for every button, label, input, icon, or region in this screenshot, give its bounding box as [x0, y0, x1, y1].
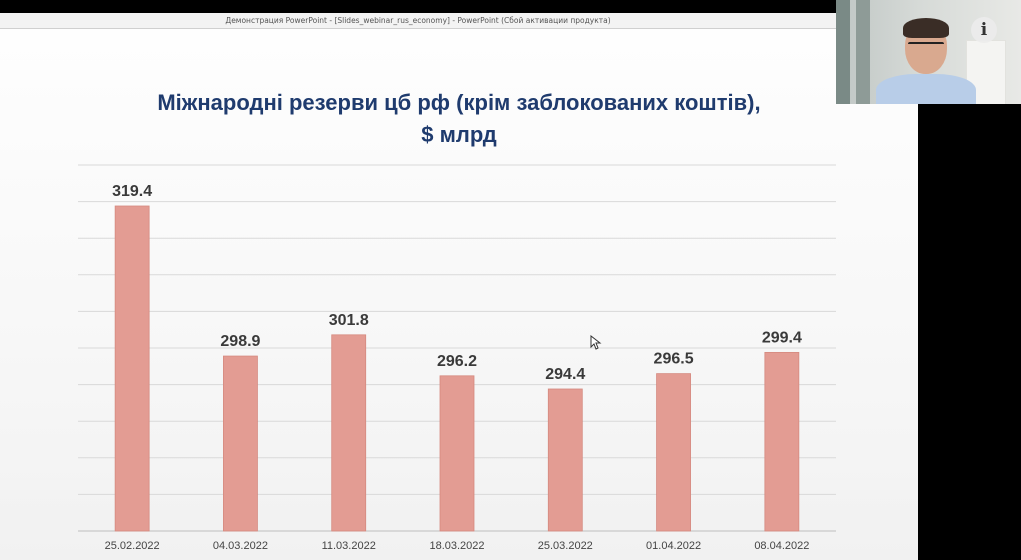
presenter-glasses — [908, 42, 944, 53]
slide-title-line2: $ млрд — [421, 122, 497, 147]
data-label: 296.2 — [437, 353, 477, 370]
cam-wall-panel — [856, 0, 870, 104]
presenter-body — [876, 74, 976, 104]
presentation-slide: Міжнародні резерви цб рф (крім заблокова… — [0, 29, 918, 560]
x-tick-label: 25.03.2022 — [538, 540, 593, 552]
window-title-bar: Демонстрация PowerPoint - [Slides_webina… — [0, 13, 836, 29]
x-tick-label: 08.04.2022 — [754, 540, 809, 552]
bar — [547, 388, 583, 532]
window-title: Демонстрация PowerPoint - [Slides_webina… — [225, 16, 611, 25]
data-label: 296.5 — [654, 351, 694, 368]
x-tick-label: 04.03.2022 — [213, 540, 268, 552]
bar — [656, 373, 691, 532]
x-tick-label: 01.04.2022 — [646, 540, 701, 552]
x-tick-label: 18.03.2022 — [429, 540, 484, 552]
x-tick-label: 11.03.2022 — [322, 540, 376, 552]
info-icon-label: i — [980, 20, 988, 40]
slide-title-line1: Міжнародні резерви цб рф (крім заблокова… — [157, 90, 761, 115]
mouse-cursor-icon — [590, 335, 602, 350]
bar — [439, 375, 475, 532]
slide-title: Міжнародні резерви цб рф (крім заблокова… — [0, 87, 918, 151]
presenter-hair — [903, 18, 949, 38]
x-tick-label: 25.02.2022 — [105, 540, 160, 552]
data-label: 298.9 — [220, 333, 260, 350]
bar-chart: 319.4 25.02.2022 298.9 04.03.2022 301.8 11.03… — [78, 164, 836, 552]
info-icon[interactable]: i — [971, 17, 997, 43]
bar — [764, 351, 800, 532]
data-label: 319.4 — [112, 183, 152, 200]
data-label: 301.8 — [329, 312, 369, 329]
webcam-video — [836, 0, 1021, 104]
bar — [331, 334, 367, 532]
data-label: 299.4 — [762, 329, 802, 346]
cam-wall-panel — [836, 0, 850, 104]
bar — [114, 205, 150, 532]
data-label: 294.4 — [545, 366, 585, 383]
bar — [223, 355, 258, 532]
